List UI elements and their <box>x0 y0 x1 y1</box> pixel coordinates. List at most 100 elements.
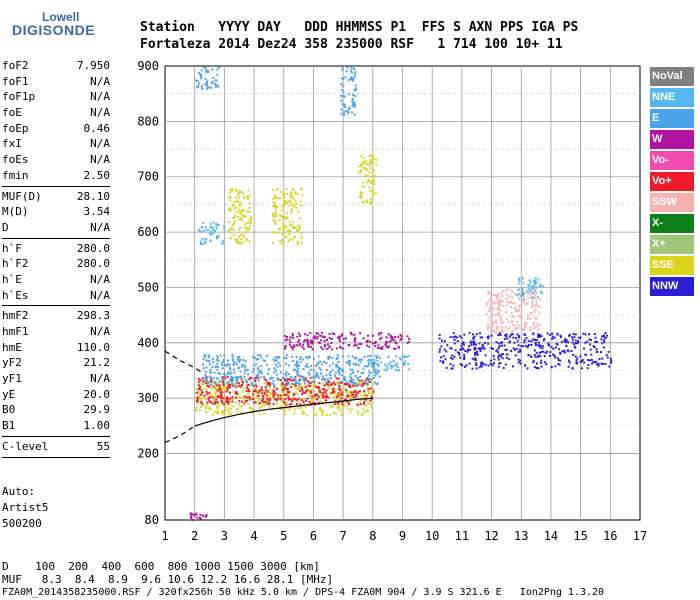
echo-point-ssw <box>488 299 491 302</box>
echo-point-sse <box>237 192 240 195</box>
echo-point-ssw <box>518 305 520 308</box>
echo-point-e <box>208 354 211 357</box>
echo-point-sse <box>243 236 245 238</box>
echo-point-nnw <box>475 350 478 353</box>
echo-point-nnw <box>487 337 490 340</box>
echo-point-nnw <box>460 344 463 347</box>
param-row: MUF(D) 28.10 <box>2 189 110 205</box>
echo-point-e <box>229 372 232 375</box>
echo-point-w <box>365 341 368 343</box>
param-label: C-level <box>2 439 49 453</box>
echo-point-sse <box>202 404 205 407</box>
param-label: h`F <box>2 241 22 255</box>
echo-point-e <box>336 354 339 357</box>
echo-point-vo- <box>311 395 314 398</box>
echo-point-e <box>308 356 311 359</box>
echo-point-vo- <box>281 389 284 392</box>
echo-point-sse <box>337 399 340 402</box>
echo-point-vo- <box>260 389 263 392</box>
echo-point-nnw <box>463 353 466 356</box>
echo-point-ssw <box>497 308 500 310</box>
echo-point-nnw <box>597 363 600 366</box>
echo-point-e <box>252 368 255 371</box>
echo-point-sse <box>228 412 231 415</box>
echo-point-sse <box>304 406 307 409</box>
echo-point-vo- <box>350 391 353 394</box>
echo-point-sse <box>370 381 373 384</box>
echo-point-ssw <box>505 326 508 329</box>
echo-point-nnw <box>497 356 500 359</box>
echo-point-sse <box>240 238 243 240</box>
echo-point-ssw <box>522 300 525 303</box>
echo-point-vo- <box>325 396 328 399</box>
echo-point-sse <box>281 385 283 387</box>
echo-point-w <box>291 332 294 335</box>
echo-point-ssw <box>508 326 511 329</box>
echo-point-ssw <box>497 295 500 298</box>
echo-point-e <box>281 376 284 379</box>
echo-point-sse <box>242 233 245 236</box>
echo-point-e <box>342 355 345 358</box>
echo-point-w <box>349 332 352 334</box>
echo-point-sse <box>232 228 235 231</box>
echo-point-vo- <box>212 396 215 399</box>
echo-point-w <box>342 338 345 341</box>
echo-point-sse <box>238 218 241 221</box>
echo-point-nnw <box>546 332 549 335</box>
echo-point-vo- <box>215 384 218 387</box>
echo-point-sse <box>218 404 220 407</box>
echo-point-vo- <box>308 381 311 384</box>
legend-item-x-: X+ <box>650 235 694 254</box>
echo-point-sse <box>238 235 240 238</box>
echo-point-e <box>319 360 321 363</box>
echo-point-nnw <box>589 348 592 351</box>
echo-point-vo- <box>301 393 304 395</box>
echo-point-e <box>352 102 355 105</box>
echo-point-vo- <box>318 382 321 384</box>
echo-point-e <box>346 66 349 69</box>
echo-point-w <box>350 333 353 336</box>
echo-point-sse <box>322 382 325 385</box>
echo-point-vo- <box>341 393 344 396</box>
echo-point-sse <box>366 181 369 184</box>
echo-point-sse <box>248 210 251 213</box>
echo-point-w <box>285 338 288 341</box>
echo-point-vo- <box>196 399 198 402</box>
echo-point-vo- <box>314 393 317 396</box>
echo-point-ssw <box>513 316 516 319</box>
echo-point-sse <box>239 217 242 219</box>
echo-point-sse <box>322 394 325 397</box>
echo-point-vo- <box>344 383 346 385</box>
echo-point-vo- <box>339 389 342 392</box>
echo-point-nnw <box>497 358 500 361</box>
echo-point-ssw <box>530 312 532 314</box>
echo-point-vo- <box>299 403 302 406</box>
echo-point-nnw <box>473 346 476 349</box>
echo-point-nnw <box>549 354 551 357</box>
echo-point-e <box>351 97 354 100</box>
echo-point-sse <box>206 403 209 406</box>
echo-point-e <box>362 367 365 370</box>
echo-point-vo- <box>340 397 343 400</box>
echo-point-w <box>318 342 321 345</box>
echo-point-sse <box>306 414 309 417</box>
echo-point-sse <box>199 405 202 408</box>
param-value: N/A <box>90 74 110 88</box>
echo-point-nne <box>212 221 215 224</box>
echo-point-sse <box>370 392 373 395</box>
echo-point-nnw <box>526 345 529 348</box>
echo-point-nnw <box>533 366 536 369</box>
echo-point-sse <box>369 154 372 157</box>
echo-point-e <box>324 379 327 382</box>
echo-point-ssw <box>521 328 524 331</box>
echo-point-e <box>266 354 269 357</box>
echo-point-e <box>335 358 338 360</box>
echo-point-w <box>372 342 374 345</box>
echo-point-nnw <box>452 336 455 339</box>
echo-point-w <box>397 346 400 349</box>
echo-point-sse <box>293 236 295 239</box>
echo-point-ssw <box>524 325 527 328</box>
echo-point-nnw <box>470 343 473 346</box>
echo-point-sse <box>292 197 295 200</box>
echo-point-nnw <box>513 341 516 344</box>
